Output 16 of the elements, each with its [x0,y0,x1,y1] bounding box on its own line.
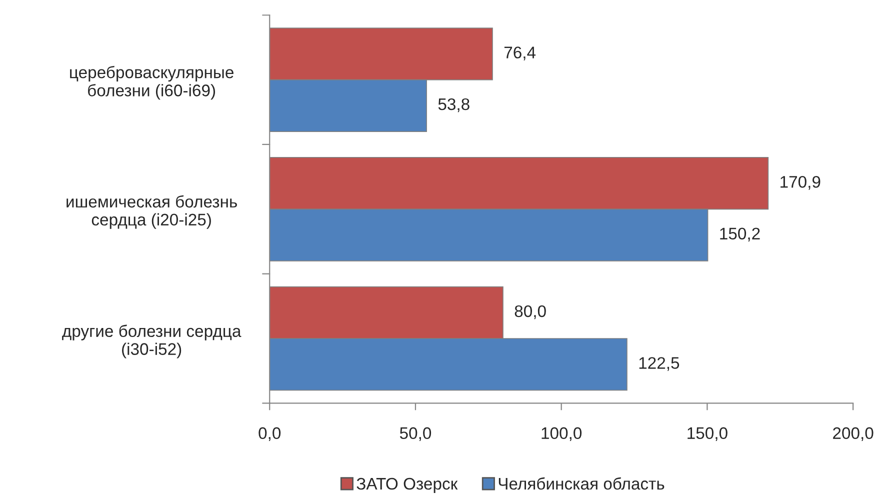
legend-label: Челябинская область [498,477,664,490]
legend-label: ЗАТО Озерск [356,478,458,493]
x-tick-label: 100,0 [542,427,582,442]
y-tick-label: другие болезни сердца (i30-i52) [62,324,242,358]
x-tick-label: 200,0 [833,427,874,442]
data-label: 53,8 [438,98,470,112]
data-label: 122,5 [639,357,680,371]
y-tick-label: цереброваскулярные болезни (i60-i69) [70,66,234,100]
data-label: 150,2 [720,228,760,242]
data-label: 170,9 [780,176,820,190]
x-tick-label: 150,0 [688,427,728,442]
x-tick-label: 50,0 [400,427,432,442]
data-label: 76,4 [504,46,536,60]
data-label: 80,0 [514,305,546,320]
x-tick-label: 0,0 [258,427,281,442]
y-tick-label: ишемическая болезнь сердца (i20-i25) [66,195,237,229]
